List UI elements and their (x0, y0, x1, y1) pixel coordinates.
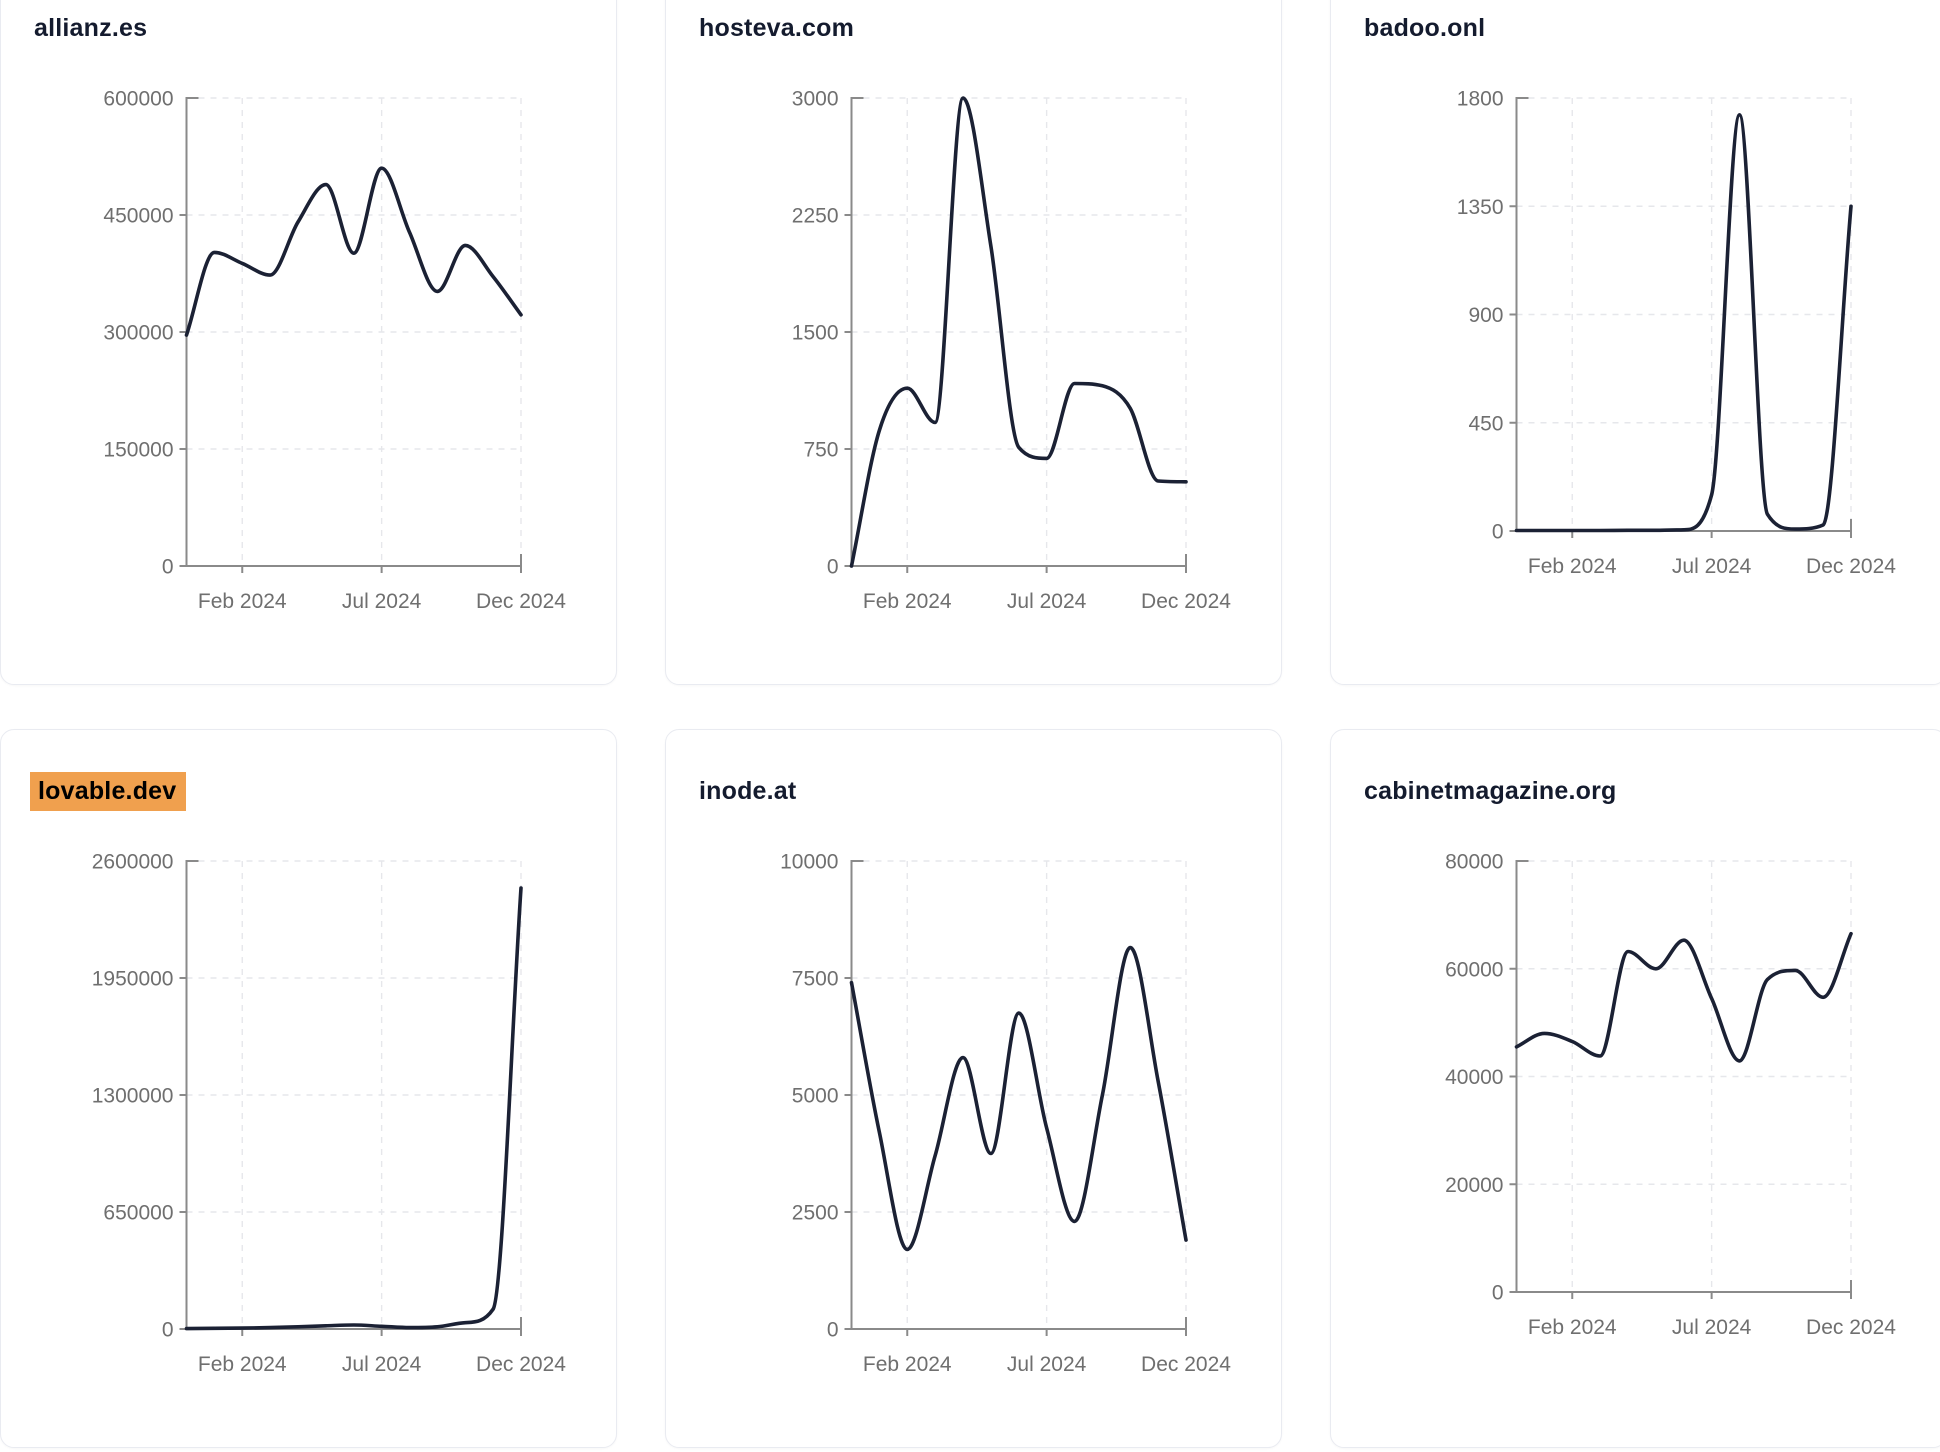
svg-text:900: 900 (1468, 304, 1503, 327)
svg-text:2250: 2250 (792, 205, 839, 228)
svg-text:Dec 2024: Dec 2024 (1806, 1316, 1896, 1339)
traffic-line-chart: 0 450 900 1350 1800 Feb 2024 Jul 2024 Dec 2024 (1457, 88, 1896, 579)
domain-title: cabinetmagazine.org (1364, 777, 1617, 805)
card-title: lovable.dev (30, 772, 187, 811)
domain-title: inode.at (699, 777, 797, 805)
svg-text:1950000: 1950000 (92, 968, 174, 991)
svg-text:1300000: 1300000 (92, 1085, 174, 1108)
svg-text:0: 0 (1492, 1282, 1504, 1305)
traffic-line-chart: 0 2500 5000 7500 10000 Feb 2024 Jul 2024 Dec 20… (780, 851, 1231, 1377)
svg-text:Feb 2024: Feb 2024 (1528, 555, 1617, 578)
domain-card-badoo[interactable]: badoo.onl 0 450 900 1350 1800 Feb 2024 Jul 202… (1330, 0, 1940, 685)
traffic-line-chart: 0 750 1500 2250 3000 Feb 2024 Jul 2024 Dec 2024 (792, 88, 1231, 614)
svg-text:Feb 2024: Feb 2024 (198, 1353, 287, 1376)
svg-text:Feb 2024: Feb 2024 (863, 590, 952, 613)
svg-text:0: 0 (162, 556, 174, 579)
domain-card-allianz[interactable]: allianz.es 0 150000 300000 450000 600000 Feb … (0, 0, 617, 685)
svg-text:0: 0 (827, 556, 839, 579)
domain-card-inode[interactable]: inode.at 0 2500 5000 7500 10000 Feb 2024 Jul 2… (665, 729, 1282, 1448)
svg-text:750: 750 (803, 439, 838, 462)
svg-text:Jul 2024: Jul 2024 (1672, 1316, 1752, 1339)
svg-text:Dec 2024: Dec 2024 (1141, 1353, 1231, 1376)
svg-text:10000: 10000 (780, 851, 838, 874)
svg-text:Dec 2024: Dec 2024 (1806, 555, 1896, 578)
svg-text:Dec 2024: Dec 2024 (476, 1353, 566, 1376)
card-title: badoo.onl (1364, 11, 1485, 45)
svg-text:650000: 650000 (103, 1202, 173, 1225)
svg-text:40000: 40000 (1445, 1066, 1503, 1089)
svg-text:450000: 450000 (103, 205, 173, 228)
traffic-line-chart: 0 20000 40000 60000 80000 Feb 2024 Jul 2024 Dec… (1445, 851, 1896, 1340)
traffic-line-chart: 0 150000 300000 450000 600000 Feb 2024 Jul 202… (103, 88, 566, 614)
domain-card-lovable[interactable]: lovable.dev 0 650000 1300000 1950000 2600000… (0, 729, 617, 1448)
svg-text:Dec 2024: Dec 2024 (1141, 590, 1231, 613)
svg-text:Feb 2024: Feb 2024 (863, 1353, 952, 1376)
svg-text:Dec 2024: Dec 2024 (476, 590, 566, 613)
traffic-line-chart: 0 650000 1300000 1950000 2600000 Feb 2024 Jul … (92, 851, 567, 1377)
domain-title: hosteva.com (699, 14, 855, 42)
card-title: allianz.es (34, 11, 147, 45)
svg-text:Jul 2024: Jul 2024 (1672, 555, 1752, 578)
card-title: hosteva.com (699, 11, 854, 45)
svg-text:0: 0 (827, 1319, 839, 1342)
card-title: inode.at (699, 774, 796, 808)
svg-text:Jul 2024: Jul 2024 (1007, 1353, 1087, 1376)
domain-card-cabinetmagazine[interactable]: cabinetmagazine.org 0 20000 40000 60000 8000… (1330, 729, 1940, 1448)
domain-title: allianz.es (34, 14, 148, 42)
svg-text:2600000: 2600000 (92, 851, 174, 874)
svg-text:1500: 1500 (792, 322, 839, 345)
svg-text:600000: 600000 (103, 88, 173, 111)
svg-text:Feb 2024: Feb 2024 (1528, 1316, 1617, 1339)
svg-text:20000: 20000 (1445, 1174, 1503, 1197)
svg-text:7500: 7500 (792, 968, 839, 991)
svg-text:0: 0 (162, 1319, 174, 1342)
svg-text:Jul 2024: Jul 2024 (342, 590, 422, 613)
domain-title: badoo.onl (1364, 14, 1486, 42)
svg-text:300000: 300000 (103, 322, 173, 345)
svg-text:1350: 1350 (1457, 196, 1504, 219)
svg-text:2500: 2500 (792, 1202, 839, 1225)
svg-text:Feb 2024: Feb 2024 (198, 590, 287, 613)
domain-card-hosteva[interactable]: hosteva.com 0 750 1500 2250 3000 Feb 2024 Jul … (665, 0, 1282, 685)
svg-text:3000: 3000 (792, 88, 839, 111)
svg-text:1800: 1800 (1457, 88, 1504, 111)
domain-title-highlighted: lovable.dev (30, 772, 187, 811)
svg-text:0: 0 (1492, 521, 1504, 544)
svg-text:Jul 2024: Jul 2024 (342, 1353, 422, 1376)
svg-text:5000: 5000 (792, 1085, 839, 1108)
svg-text:Jul 2024: Jul 2024 (1007, 590, 1087, 613)
card-title: cabinetmagazine.org (1364, 774, 1616, 808)
svg-text:80000: 80000 (1445, 851, 1503, 874)
svg-text:150000: 150000 (103, 439, 173, 462)
svg-text:450: 450 (1468, 412, 1503, 435)
svg-text:60000: 60000 (1445, 958, 1503, 981)
